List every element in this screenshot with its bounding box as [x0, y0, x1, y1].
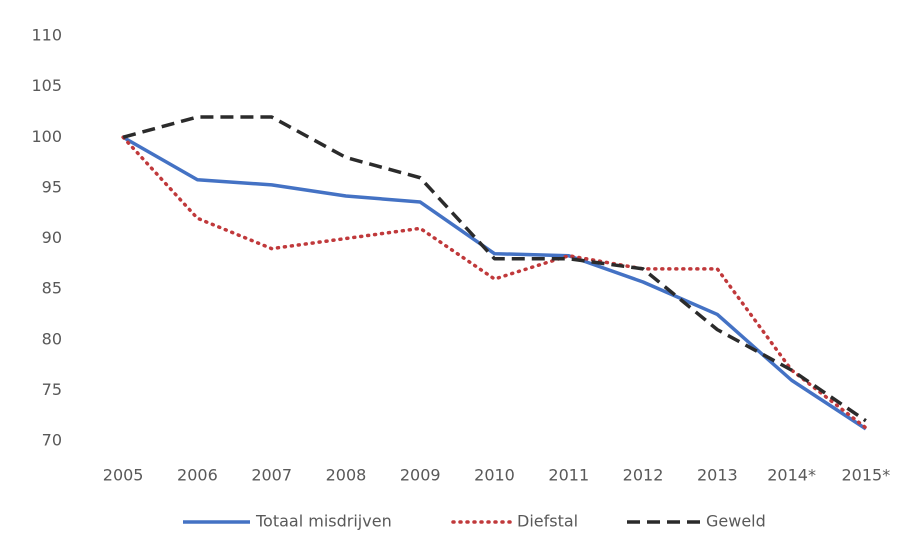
y-tick-label: 100: [31, 127, 62, 146]
y-tick-label: 80: [42, 329, 62, 348]
x-tick-label: 2008: [326, 466, 367, 485]
y-tick-label: 85: [42, 279, 62, 298]
legend-label: Diefstal: [517, 512, 578, 531]
y-tick-label: 70: [42, 431, 62, 450]
series-line: [122, 135, 867, 431]
x-tick-label: 2013: [697, 466, 738, 485]
x-tick-label: 2005: [103, 466, 144, 485]
series-line: [122, 115, 867, 423]
y-tick-label: 75: [42, 380, 62, 399]
series-line: [121, 135, 868, 430]
y-tick-label: 110: [31, 26, 62, 45]
x-tick-label: 2010: [474, 466, 515, 485]
x-tick-label: 2006: [177, 466, 218, 485]
y-tick-label: 105: [31, 76, 62, 95]
x-tick-label: 2014*: [767, 466, 816, 485]
y-tick-label: 90: [42, 228, 62, 247]
y-tick-label: 95: [42, 177, 62, 196]
legend-label: Totaal misdrijven: [255, 512, 392, 531]
x-tick-label: 2012: [623, 466, 664, 485]
legend-label: Geweld: [706, 512, 766, 531]
x-tick-label: 2015*: [842, 466, 891, 485]
x-tick-label: 2009: [400, 466, 441, 485]
x-tick-label: 2007: [251, 466, 292, 485]
x-tick-label: 2011: [548, 466, 589, 485]
